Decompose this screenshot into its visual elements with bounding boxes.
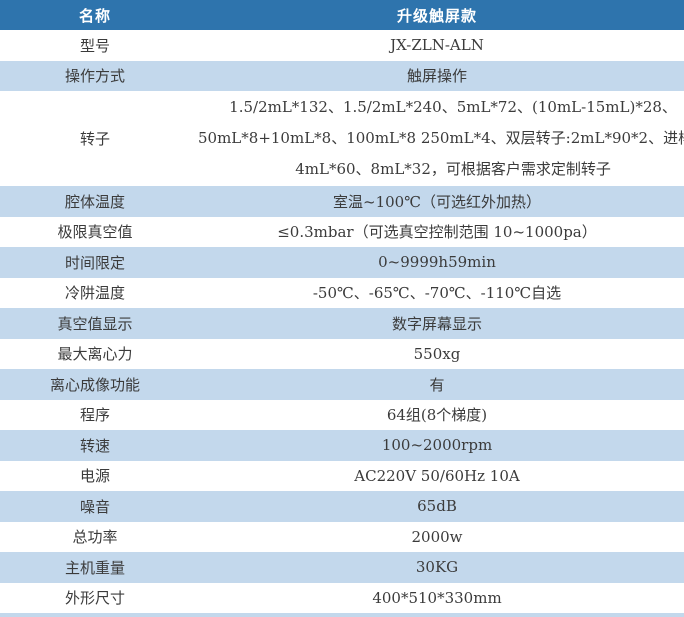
spec-row: 总功率 2000w xyxy=(0,521,684,552)
spec-label-cell: 型号 xyxy=(79,36,110,55)
spec-row: 噪音 65dB xyxy=(0,491,684,522)
spec-value-line: 50mL*8+10mL*8、100mL*8 250mL*4、双层转子:2mL*9… xyxy=(198,129,684,147)
spec-row: 最大离心力 550xg xyxy=(0,338,684,369)
spec-row: 程序 64组(8个梯度) xyxy=(0,399,684,430)
spec-row: 离心成像功能 有 xyxy=(0,369,684,400)
spec-label-cell: 最大离心力 xyxy=(57,345,133,364)
spec-label-cell: 程序 xyxy=(79,406,110,425)
spec-row: 型号 JX-ZLN-ALN xyxy=(0,30,684,61)
spec-row: 腔体温度 室温~100℃（可选红外加热） xyxy=(0,186,684,217)
spec-row: 冷阱温度 -50℃、-65℃、-70℃、-110℃自选 xyxy=(0,277,684,308)
spec-value-cell: JX-ZLN-ALN xyxy=(390,36,484,55)
spec-row: 真空值显示 数字屏幕显示 xyxy=(0,308,684,339)
spec-label-cell: 电源 xyxy=(79,467,110,486)
spec-value-cell: 触屏操作 xyxy=(406,67,467,86)
spec-row: 主机重量 30KG xyxy=(0,552,684,583)
spec-label-cell: 冷阱温度 xyxy=(64,284,125,303)
spec-value-cell: 550xg xyxy=(413,344,461,363)
spec-label-cell: 主机重量 xyxy=(64,558,125,577)
spec-label-cell: 时间限定 xyxy=(64,253,125,272)
spec-value-cell: 100~2000rpm xyxy=(381,436,493,455)
spec-value-cell: 400*510*330mm xyxy=(372,588,502,607)
spec-label-cell: 外形尺寸 xyxy=(64,589,125,608)
spec-value-line: 1.5/2mL*132、1.5/2mL*240、5mL*72、(10mL-15m… xyxy=(229,98,677,116)
spec-label-cell: 腔体温度 xyxy=(64,192,125,211)
spec-row: 电源 AC220V 50/60Hz 10A xyxy=(0,460,684,491)
spec-label-cell: 真空值显示 xyxy=(57,314,133,333)
table-header: 名称 升级触屏款 xyxy=(0,0,684,30)
header-name-cell: 名称 xyxy=(78,6,111,25)
spec-value-cell: 室温~100℃（可选红外加热） xyxy=(333,192,541,211)
spec-row: 时间限定 0~9999h59min xyxy=(0,247,684,278)
spec-label-cell: 极限真空值 xyxy=(57,223,133,242)
spec-value-cell: 1.5/2mL*132、1.5/2mL*240、5mL*72、(10mL-15m… xyxy=(190,91,684,186)
bottom-strip xyxy=(0,613,684,617)
spec-label-cell: 转速 xyxy=(79,436,110,455)
spec-value-cell: -50℃、-65℃、-70℃、-110℃自选 xyxy=(312,284,562,303)
spec-value-cell: 数字屏幕显示 xyxy=(391,314,482,333)
spec-value-cell: 30KG xyxy=(415,558,459,577)
spec-value-cell: 有 xyxy=(429,375,445,394)
spec-value-line: 4mL*60、8mL*32，可根据客户需求定制转子 xyxy=(295,160,611,178)
spec-label-cell: 离心成像功能 xyxy=(49,375,140,394)
spec-label-cell: 操作方式 xyxy=(64,67,125,86)
spec-label-cell: 转子 xyxy=(79,130,110,148)
spec-row: 转速 100~2000rpm xyxy=(0,430,684,461)
spec-value-cell: ≤0.3mbar（可选真空控制范围 10~1000pa） xyxy=(277,223,597,242)
spec-value-cell: 64组(8个梯度) xyxy=(386,406,488,425)
spec-value-cell: 0~9999h59min xyxy=(378,253,496,272)
spec-row: 转子 1.5/2mL*132、1.5/2mL*240、5mL*72、(10mL-1… xyxy=(0,91,684,186)
spec-value-cell: 2000w xyxy=(411,527,463,546)
spec-label-cell: 总功率 xyxy=(72,528,118,547)
spec-row: 外形尺寸 400*510*330mm xyxy=(0,582,684,613)
spec-value-cell: AC220V 50/60Hz 10A xyxy=(354,466,520,485)
spec-value-cell: 65dB xyxy=(417,497,457,516)
spec-label-cell: 噪音 xyxy=(79,497,110,516)
spec-row: 极限真空值 ≤0.3mbar（可选真空控制范围 10~1000pa） xyxy=(0,216,684,247)
spec-row: 操作方式 触屏操作 xyxy=(0,60,684,91)
header-model-cell: 升级触屏款 xyxy=(396,6,477,25)
